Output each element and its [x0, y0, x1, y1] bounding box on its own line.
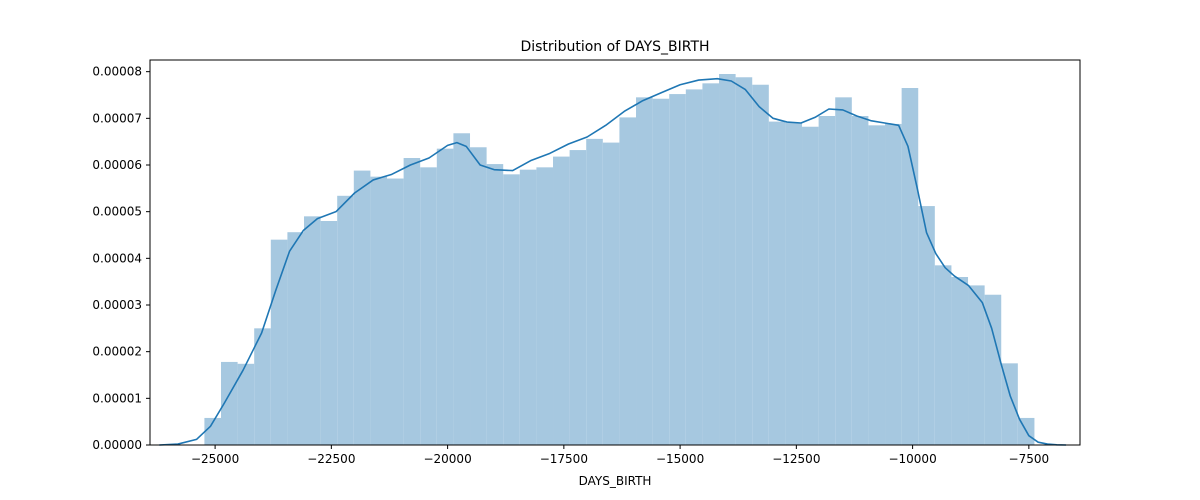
x-tick-label: −20000 — [423, 452, 471, 466]
histogram-bar — [353, 170, 371, 445]
y-tick-label: 0.00003 — [92, 298, 142, 312]
y-tick-label: 0.00005 — [92, 205, 142, 219]
histogram-bar — [237, 363, 255, 445]
histogram-bar — [752, 84, 769, 445]
histogram-bar — [868, 125, 886, 445]
x-tick-label: −10000 — [888, 452, 936, 466]
histogram-bar — [436, 148, 454, 445]
histogram-bar — [636, 97, 653, 445]
histogram-bar — [735, 77, 753, 446]
x-tick-label: −17500 — [540, 452, 588, 466]
histogram-bar — [835, 97, 852, 445]
histogram-bar — [370, 176, 388, 445]
y-axis-ticks: 0.00000 0.00001 0.00002 0.00003 0.00004 0.000… — [92, 65, 150, 452]
histogram-bar — [204, 417, 222, 445]
histogram-bar — [320, 221, 338, 445]
histogram-bar — [968, 285, 985, 445]
histogram-bar — [304, 216, 321, 445]
histogram-bar — [918, 206, 935, 445]
histogram-bar — [486, 164, 504, 446]
histogram-bar — [387, 178, 404, 446]
histogram-bar — [802, 126, 819, 445]
histogram-bar — [702, 83, 720, 445]
histogram-bar — [934, 265, 952, 445]
x-tick-label: −12500 — [772, 452, 820, 466]
histogram-bar — [1001, 363, 1018, 445]
y-tick-label: 0.00008 — [92, 65, 142, 79]
histogram-bar — [669, 94, 686, 446]
histogram-bar — [270, 239, 288, 445]
histogram-bar — [586, 138, 603, 445]
y-tick-label: 0.00004 — [92, 251, 142, 265]
histogram-bar — [851, 116, 869, 445]
histogram-bar — [553, 156, 570, 445]
histogram-bar — [221, 361, 238, 445]
x-tick-label: −25000 — [191, 452, 239, 466]
histogram-bar — [719, 74, 736, 445]
histogram-bar — [885, 123, 902, 445]
histogram-bar — [768, 121, 786, 445]
y-tick-label: 0.00007 — [92, 111, 142, 125]
histogram-bar — [470, 147, 487, 445]
histogram-bar — [685, 89, 703, 446]
x-tick-label: −7500 — [1009, 452, 1050, 466]
kde-line — [159, 77, 1067, 446]
histogram-bar — [984, 294, 1002, 445]
histogram-bar — [337, 195, 354, 445]
x-axis-title: DAYS_BIRTH — [579, 474, 652, 488]
histogram-bar — [536, 167, 554, 446]
histogram-bar — [818, 116, 836, 445]
histogram-bar — [254, 328, 271, 445]
x-axis-ticks: −25000 −22500 −20000 −17500 −15000 −12500 −100… — [191, 445, 1049, 466]
histogram-bar — [287, 232, 305, 445]
histogram-bar — [519, 169, 537, 445]
x-tick-label: −15000 — [656, 452, 704, 466]
histogram-bar — [453, 133, 471, 445]
histogram-bar — [403, 158, 421, 445]
histogram-bar — [619, 117, 637, 446]
y-tick-label: 0.00002 — [92, 345, 142, 359]
histogram-bar — [569, 150, 587, 446]
histogram-bars — [204, 74, 1035, 446]
histogram-bar — [652, 98, 670, 445]
histogram-bar — [420, 167, 437, 446]
histogram-bar — [503, 174, 520, 446]
y-tick-label: 0.00006 — [92, 158, 142, 172]
plot-frame — [149, 59, 1081, 446]
histogram-bar — [901, 88, 919, 445]
histogram-bar — [602, 142, 620, 445]
histogram-bar — [951, 277, 969, 445]
y-tick-label: 0.00000 — [92, 438, 142, 452]
kde-curve-layer — [159, 77, 1067, 446]
histogram-bar — [785, 123, 803, 445]
y-tick-label: 0.00001 — [92, 391, 142, 405]
x-tick-label: −22500 — [307, 452, 355, 466]
chart-title: Distribution of DAYS_BIRTH — [520, 39, 709, 55]
